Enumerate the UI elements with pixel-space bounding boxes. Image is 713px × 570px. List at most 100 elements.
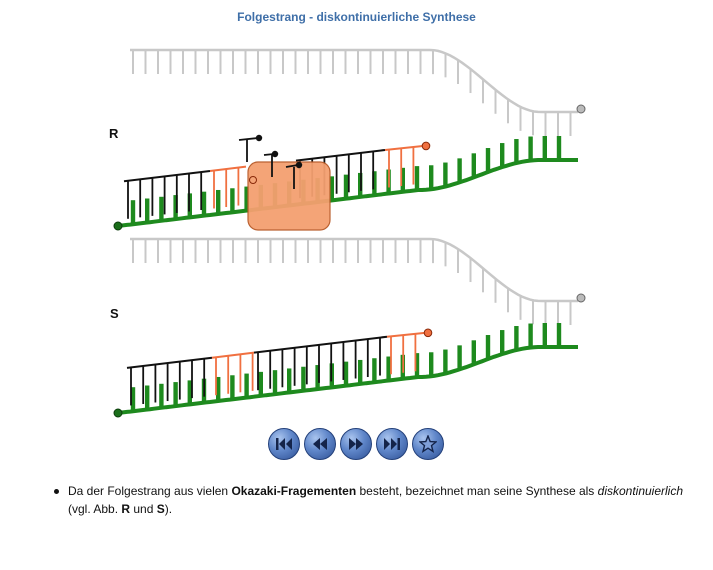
template-base bbox=[528, 136, 533, 161]
caption-bold-s: S bbox=[156, 502, 165, 516]
panel-label-s: S bbox=[110, 306, 119, 321]
template-base bbox=[159, 383, 164, 408]
star-icon bbox=[419, 435, 437, 453]
rna-primer-old bbox=[211, 351, 255, 359]
panel-s-diagram bbox=[113, 237, 586, 418]
template-base bbox=[130, 387, 136, 412]
rna-primer-new bbox=[384, 144, 425, 151]
star-button[interactable] bbox=[412, 428, 444, 460]
template-base bbox=[343, 361, 349, 386]
skip-to-end-icon bbox=[384, 438, 400, 450]
template-base bbox=[230, 375, 235, 400]
rewind-icon bbox=[313, 438, 327, 450]
caption-bold-r: R bbox=[121, 502, 131, 516]
template-base bbox=[400, 167, 405, 192]
caption-part1: Da der Folgestrang aus vielen bbox=[68, 484, 232, 498]
template-base bbox=[145, 198, 150, 223]
template-base bbox=[372, 171, 377, 196]
incoming-nucleotide-head bbox=[271, 150, 279, 158]
caption-part3: (vgl. Abb. bbox=[68, 502, 122, 516]
template-base bbox=[358, 359, 363, 384]
template-base bbox=[542, 136, 547, 160]
skip-to-end-button[interactable] bbox=[376, 428, 408, 460]
okazaki-fragment-new bbox=[253, 335, 388, 354]
caption-part2: besteht, bezeichnet man seine Synthese a… bbox=[356, 484, 598, 498]
template-base bbox=[372, 358, 377, 383]
template-base bbox=[556, 136, 562, 160]
template-base bbox=[542, 323, 547, 347]
template-base bbox=[315, 365, 320, 390]
template-base bbox=[500, 330, 505, 355]
primer-end-cap bbox=[421, 141, 431, 151]
caption-part4: und bbox=[130, 502, 157, 516]
template-base bbox=[258, 371, 263, 396]
template-base bbox=[414, 353, 420, 378]
template-base bbox=[145, 385, 150, 410]
okazaki-fragment-new bbox=[295, 148, 386, 162]
caption-part5: ). bbox=[164, 502, 173, 516]
enzyme-site bbox=[249, 176, 257, 184]
caption-bullet bbox=[54, 489, 59, 494]
panel-label-r: R bbox=[109, 126, 119, 141]
template-base bbox=[457, 345, 462, 370]
caption-italic: diskontinuierlich bbox=[597, 484, 684, 498]
rna-primer-new bbox=[386, 331, 427, 338]
page-title: Folgestrang - diskontinuierliche Synthes… bbox=[237, 10, 476, 24]
navigation-controls bbox=[268, 428, 444, 460]
template-base bbox=[429, 165, 434, 190]
template-base bbox=[471, 340, 476, 365]
incoming-nucleotide-head bbox=[295, 161, 303, 169]
template-base bbox=[244, 373, 249, 398]
dna-replication-diagram bbox=[113, 48, 586, 418]
template-base bbox=[244, 186, 249, 211]
template-end-cap bbox=[113, 408, 123, 418]
panel-r-diagram bbox=[113, 48, 586, 231]
skip-to-start-button[interactable] bbox=[268, 428, 300, 460]
template-base bbox=[556, 323, 562, 347]
caption: Da der Folgestrang aus vielen Okazaki-Fr… bbox=[68, 482, 698, 518]
rna-primer-old bbox=[209, 165, 247, 172]
template-base bbox=[230, 188, 235, 213]
template-base bbox=[287, 368, 292, 393]
template-base bbox=[173, 382, 178, 407]
fast-forward-button[interactable] bbox=[340, 428, 372, 460]
template-base bbox=[485, 148, 491, 173]
template-base bbox=[329, 176, 334, 201]
fast-forward-icon bbox=[349, 438, 363, 450]
template-base bbox=[201, 191, 207, 216]
template-base bbox=[414, 166, 420, 191]
template-base bbox=[471, 153, 476, 178]
template-base bbox=[187, 380, 192, 405]
template-base bbox=[159, 196, 164, 221]
template-base bbox=[500, 143, 505, 168]
template-base bbox=[130, 200, 136, 225]
template-base bbox=[343, 174, 349, 199]
template-base bbox=[457, 158, 462, 183]
parental-strand bbox=[130, 48, 578, 114]
template-base bbox=[216, 189, 221, 214]
template-base bbox=[514, 139, 519, 164]
template-base bbox=[528, 323, 533, 348]
incoming-nucleotide-head bbox=[255, 134, 263, 142]
dna-polymerase-complex bbox=[247, 161, 331, 231]
template-base bbox=[301, 366, 306, 391]
parental-end-cap bbox=[576, 293, 586, 303]
template-base bbox=[272, 370, 278, 395]
template-base bbox=[443, 162, 448, 187]
template-end-cap bbox=[113, 221, 123, 231]
incoming-nucleotide bbox=[238, 137, 259, 141]
caption-bold-okazaki: Okazaki-Fragementen bbox=[231, 484, 357, 498]
primer-end-cap bbox=[423, 328, 433, 338]
template-base bbox=[443, 349, 448, 374]
okazaki-fragment-old bbox=[123, 169, 211, 183]
parental-end-cap bbox=[576, 104, 586, 114]
skip-to-start-icon bbox=[276, 438, 292, 450]
template-base bbox=[173, 195, 178, 220]
template-base bbox=[216, 376, 221, 401]
template-base bbox=[429, 352, 434, 377]
template-base bbox=[386, 356, 391, 381]
template-base bbox=[514, 326, 519, 351]
template-base bbox=[485, 335, 491, 360]
rewind-button[interactable] bbox=[304, 428, 336, 460]
okazaki-fragment-old bbox=[126, 356, 213, 369]
